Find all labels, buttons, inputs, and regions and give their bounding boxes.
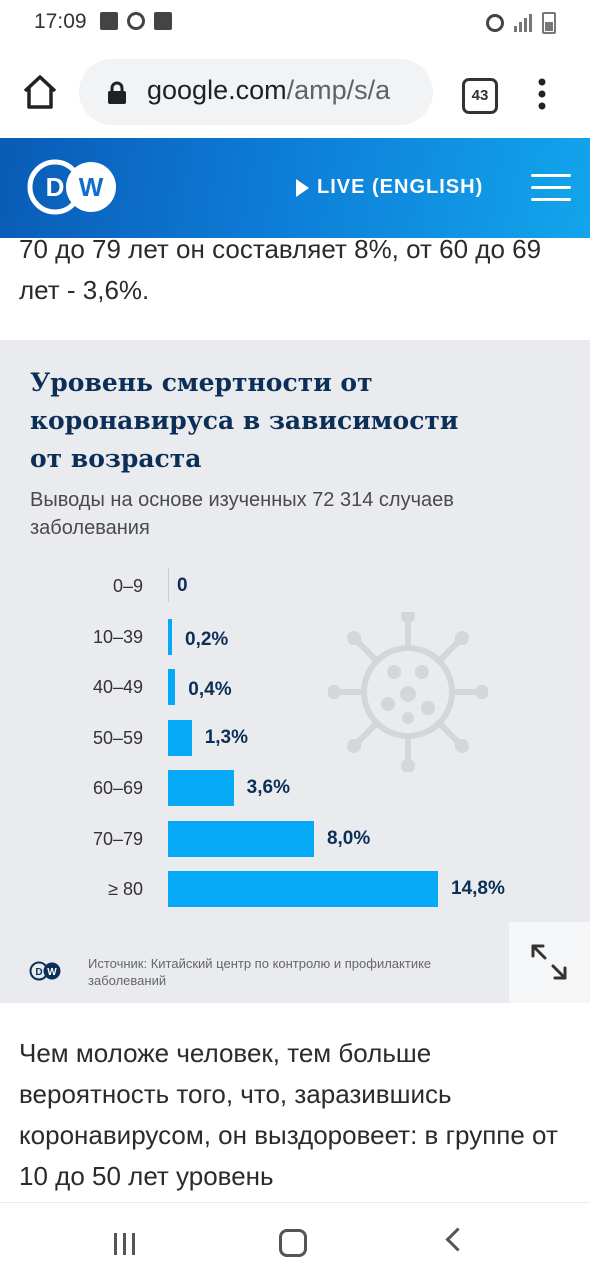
gallery-icon (100, 12, 118, 30)
article-paragraph: 70 до 79 лет он составляет 8%, от 60 до … (19, 234, 542, 305)
virus-icon (328, 612, 488, 772)
status-time: 17:09 (34, 10, 87, 33)
live-label: LIVE (ENGLISH) (317, 176, 484, 198)
more-menu-icon[interactable] (538, 78, 546, 110)
value-label: 0 (177, 575, 188, 596)
play-icon (296, 178, 309, 197)
bar (168, 618, 172, 655)
chart-source: Источник: Китайский центр по контролю и … (88, 956, 432, 988)
expand-button[interactable] (509, 922, 590, 1003)
url-path: /amp/s/a (286, 75, 391, 105)
category-label: 50–59 (92, 727, 143, 748)
infographic: Уровень смертности от коронавируса в зав… (0, 340, 590, 1003)
bar (168, 871, 438, 907)
value-label: 1,3% (204, 726, 249, 748)
alarm-icon (486, 14, 504, 32)
bar (168, 820, 314, 857)
recent-apps-icon[interactable] (114, 1233, 140, 1255)
tab-switcher-button[interactable]: 43 (462, 78, 498, 114)
value-label: 0,2% (185, 628, 229, 650)
browser-toolbar: google.com/amp/s/a 43 (0, 46, 590, 138)
home-icon[interactable] (22, 74, 58, 110)
bar (168, 669, 176, 705)
value-label: 8,0% (326, 827, 371, 849)
category-label: ≥ 80 (108, 879, 143, 899)
category-label: 60–69 (92, 778, 143, 798)
signal-icon (514, 14, 532, 32)
dw-logo-d: D (46, 172, 65, 202)
svg-text:W: W (47, 967, 57, 978)
battery-icon (542, 12, 556, 34)
category-label: 40–49 (92, 677, 143, 697)
article-paragraph: Чем моложе человек, тем больше вероятнос… (19, 1038, 558, 1191)
back-icon[interactable] (445, 1227, 470, 1252)
value-label: 3,6% (246, 777, 290, 798)
chart-subtitle: Выводы на основе изученных 72 314 случае… (30, 489, 454, 539)
bar (168, 770, 234, 806)
lock-icon (108, 81, 126, 104)
chart-title: Уровень смертности от коронавируса в зав… (30, 368, 459, 473)
expand-icon (531, 944, 567, 980)
bar (168, 719, 192, 756)
value-label: 14,8% (451, 878, 505, 899)
url-text: google.com/amp/s/a (147, 75, 390, 106)
status-bar: 17:09 (0, 0, 590, 46)
bar-chart: 0–9 0 10–39 0,2% 40–49 0,4% 50–59 1,3% 60–69 3,6%… (0, 340, 590, 1003)
dw-logo-w: W (79, 172, 104, 202)
search-notification-icon (127, 12, 145, 30)
category-label: 70–79 (92, 828, 143, 849)
category-label: 10–39 (92, 626, 143, 647)
dw-logo[interactable]: D W (27, 159, 120, 215)
value-label: 0,4% (188, 679, 232, 700)
dw-footer-logo: D W (29, 961, 61, 981)
app-notification-icon (154, 12, 172, 30)
live-english-button[interactable]: LIVE (ENGLISH) (296, 176, 483, 199)
url-host: google.com (147, 75, 287, 105)
system-icons (486, 12, 556, 34)
zero-axis-line (168, 568, 169, 602)
category-label: 0–9 (112, 576, 143, 596)
svg-text:D: D (35, 967, 42, 978)
site-header: D W LIVE (ENGLISH) (0, 138, 590, 238)
home-nav-icon[interactable] (279, 1229, 307, 1257)
address-bar[interactable]: google.com/amp/s/a (79, 59, 433, 125)
hamburger-menu-icon[interactable] (531, 174, 571, 202)
system-navigation-bar (0, 1202, 590, 1281)
notification-icons (100, 12, 172, 30)
